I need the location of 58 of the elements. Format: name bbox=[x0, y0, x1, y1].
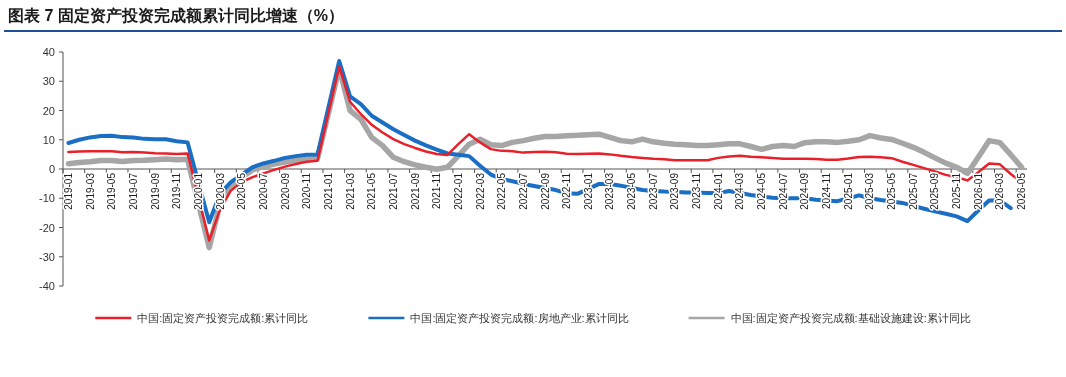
x-tick-label: 2023-07 bbox=[647, 172, 659, 210]
y-tick-label: 10 bbox=[42, 133, 55, 146]
y-tick-label: -30 bbox=[39, 250, 55, 263]
y-tick-label: 20 bbox=[42, 104, 55, 117]
y-tick-label: -10 bbox=[39, 192, 55, 205]
x-tick-label: 2020-07 bbox=[257, 172, 269, 210]
x-tick-label: 2024-09 bbox=[799, 172, 811, 210]
x-tick-label: 2024-03 bbox=[734, 172, 746, 210]
x-tick-label: 2019-01 bbox=[62, 172, 74, 210]
y-tick-label: 40 bbox=[42, 46, 55, 58]
y-tick-label: 30 bbox=[42, 75, 55, 88]
x-tick-label: 2023-01 bbox=[582, 172, 594, 210]
x-tick-label: 2024-11 bbox=[821, 172, 833, 209]
x-tick-label: 2026-03 bbox=[994, 172, 1006, 210]
x-tick-label: 2024-05 bbox=[756, 172, 768, 210]
x-tick-label: 2023-11 bbox=[691, 172, 703, 209]
x-tick-label: 2023-09 bbox=[669, 172, 681, 210]
x-tick-label: 2025-11 bbox=[951, 172, 963, 209]
x-tick-label: 2020-01 bbox=[192, 172, 204, 210]
x-tick-label: 2019-05 bbox=[106, 172, 118, 210]
x-tick-label: 2025-09 bbox=[929, 172, 941, 210]
x-tick-label: 2022-03 bbox=[474, 172, 486, 210]
x-tick-label: 2020-11 bbox=[301, 172, 313, 209]
x-tick-label: 2020-09 bbox=[279, 172, 291, 210]
x-tick-label: 2025-01 bbox=[842, 172, 854, 210]
x-tick-label: 2021-07 bbox=[387, 172, 399, 210]
chart-title: 图表 7 固定资产投资完成额累计同比增速（%） bbox=[8, 6, 345, 25]
legend-label: 中国:固定资产投资完成额:房地产业:累计同比 bbox=[410, 312, 629, 324]
x-tick-label: 2025-07 bbox=[907, 172, 919, 210]
x-tick-label: 2021-01 bbox=[322, 172, 334, 210]
x-tick-label: 2022-07 bbox=[517, 172, 529, 210]
x-tick-label: 2021-09 bbox=[409, 172, 421, 210]
x-tick-label: 2024-07 bbox=[777, 172, 789, 210]
y-tick-label: 0 bbox=[48, 163, 55, 175]
x-tick-label: 2022-05 bbox=[496, 172, 508, 210]
x-tick-label: 2022-11 bbox=[561, 172, 573, 209]
x-tick-label: 2026-01 bbox=[972, 172, 984, 210]
x-tick-label: 2025-03 bbox=[864, 172, 876, 210]
x-tick-label: 2021-03 bbox=[344, 172, 356, 210]
legend-label: 中国:固定资产投资完成额:累计同比 bbox=[137, 312, 309, 324]
x-tick-label: 2020-05 bbox=[236, 172, 248, 210]
x-tick-label: 2025-05 bbox=[886, 172, 898, 210]
y-tick-label: -20 bbox=[39, 221, 55, 234]
x-tick-label: 2019-03 bbox=[84, 172, 96, 210]
x-tick-label: 2023-03 bbox=[604, 172, 616, 210]
x-tick-label: 2022-01 bbox=[452, 172, 464, 210]
x-tick-label: 2020-03 bbox=[214, 172, 226, 210]
x-tick-label: 2022-09 bbox=[539, 172, 551, 210]
x-tick-label: 2023-05 bbox=[626, 172, 638, 210]
x-tick-label: 2026-05 bbox=[1016, 172, 1028, 210]
x-tick-label: 2021-11 bbox=[431, 172, 443, 209]
x-tick-label: 2021-05 bbox=[366, 172, 378, 210]
y-tick-label: -40 bbox=[39, 280, 55, 292]
x-tick-label: 2019-07 bbox=[127, 172, 139, 210]
legend-label: 中国:固定资产投资完成额:基础设施建设:累计同比 bbox=[730, 312, 971, 324]
x-tick-label: 2024-01 bbox=[712, 172, 724, 210]
x-tick-label: 2019-11 bbox=[171, 172, 183, 209]
x-tick-label: 2019-09 bbox=[149, 172, 161, 210]
